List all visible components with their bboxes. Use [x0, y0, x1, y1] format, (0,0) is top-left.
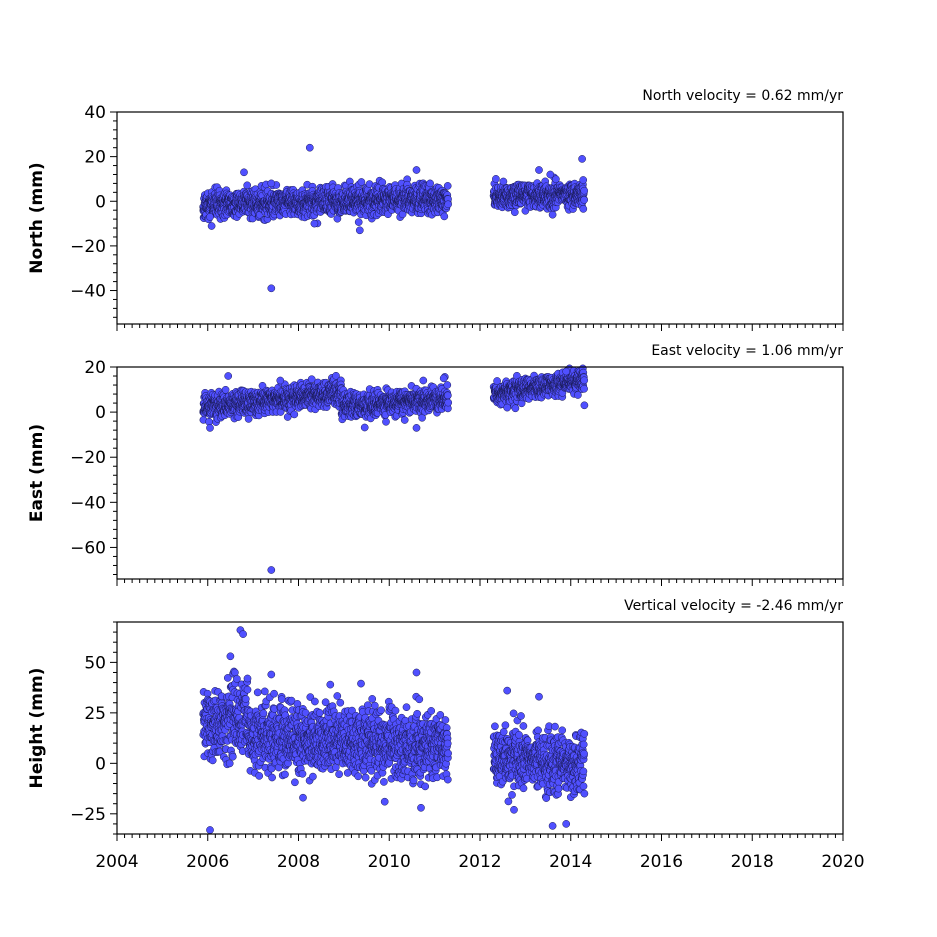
data-point: [207, 222, 216, 230]
data-point: [305, 143, 314, 152]
data-point: [244, 415, 253, 423]
y-tick-label: −20: [70, 448, 106, 468]
data-point: [267, 566, 276, 574]
data-point: [578, 155, 586, 163]
data-point: [360, 423, 369, 432]
data-point: [511, 404, 520, 413]
east-panel-title: East velocity = 1.06 mm/yr: [651, 343, 843, 359]
data-point: [444, 398, 453, 407]
height-panel: Vertical velocity = -2.46 mm/yr Height (…: [27, 598, 865, 872]
data-point: [580, 376, 589, 385]
data-point: [382, 417, 390, 426]
data-point: [440, 212, 449, 221]
data-point: [231, 668, 239, 677]
data-point: [267, 284, 276, 293]
data-point: [426, 179, 434, 188]
y-tick-label: 40: [84, 103, 106, 123]
data-point: [357, 178, 366, 186]
data-point: [221, 385, 230, 394]
data-point: [443, 182, 452, 190]
data-point: [412, 424, 421, 432]
height-points: [199, 626, 589, 834]
y-tick-label: −20: [70, 237, 106, 257]
y-tick-label: 20: [84, 148, 106, 168]
data-point: [228, 752, 237, 761]
data-point: [224, 372, 233, 380]
data-point: [267, 179, 276, 188]
north-points: [199, 143, 589, 293]
data-point: [443, 381, 452, 389]
data-point: [580, 196, 588, 204]
east-axis-ticks: 20 0 −20 −40 −60: [70, 358, 844, 586]
data-point: [419, 376, 428, 385]
data-point: [579, 205, 588, 213]
data-point: [510, 208, 519, 217]
north-y-axis-label: North (mm): [27, 162, 47, 273]
east-y-axis-label: East (mm): [27, 424, 47, 522]
data-point: [290, 410, 299, 419]
north-panel: North velocity = 0.62 mm/yr North (mm) 4…: [27, 88, 844, 331]
data-point: [354, 218, 363, 226]
data-point: [208, 756, 217, 765]
data-point: [310, 219, 319, 228]
data-point: [206, 424, 214, 432]
data-point: [548, 210, 557, 219]
data-point: [580, 384, 588, 393]
east-points: [199, 364, 589, 574]
data-point: [225, 759, 234, 768]
data-point: [444, 200, 452, 209]
y-tick-label: −40: [70, 282, 106, 302]
north-axis-ticks: 40 20 0 −20 −40: [70, 103, 844, 331]
data-point: [562, 367, 571, 376]
data-point: [276, 376, 285, 385]
y-tick-label: −60: [70, 538, 106, 558]
east-panel: East velocity = 1.06 mm/yr East (mm) 20 0…: [27, 343, 844, 586]
data-point: [492, 175, 500, 183]
y-tick-label: 0: [95, 403, 106, 423]
data-point: [546, 170, 555, 179]
data-point: [443, 391, 452, 400]
height-panel-title: Vertical velocity = -2.46 mm/yr: [624, 598, 843, 614]
data-point: [580, 186, 589, 195]
data-point: [535, 166, 543, 174]
north-panel-title: North velocity = 0.62 mm/yr: [642, 88, 843, 104]
data-point: [240, 168, 248, 177]
data-point: [412, 166, 421, 174]
y-tick-label: 20: [84, 358, 106, 378]
data-point: [503, 403, 512, 412]
height-y-axis-label: Height (mm): [27, 668, 47, 789]
data-point: [243, 181, 252, 190]
data-point: [400, 416, 409, 424]
y-tick-label: −40: [70, 493, 106, 513]
data-point: [580, 401, 589, 410]
data-point: [439, 374, 448, 383]
data-point: [579, 176, 588, 184]
y-tick-label: 0: [95, 192, 106, 212]
data-point: [355, 226, 364, 235]
data-point: [206, 213, 214, 221]
